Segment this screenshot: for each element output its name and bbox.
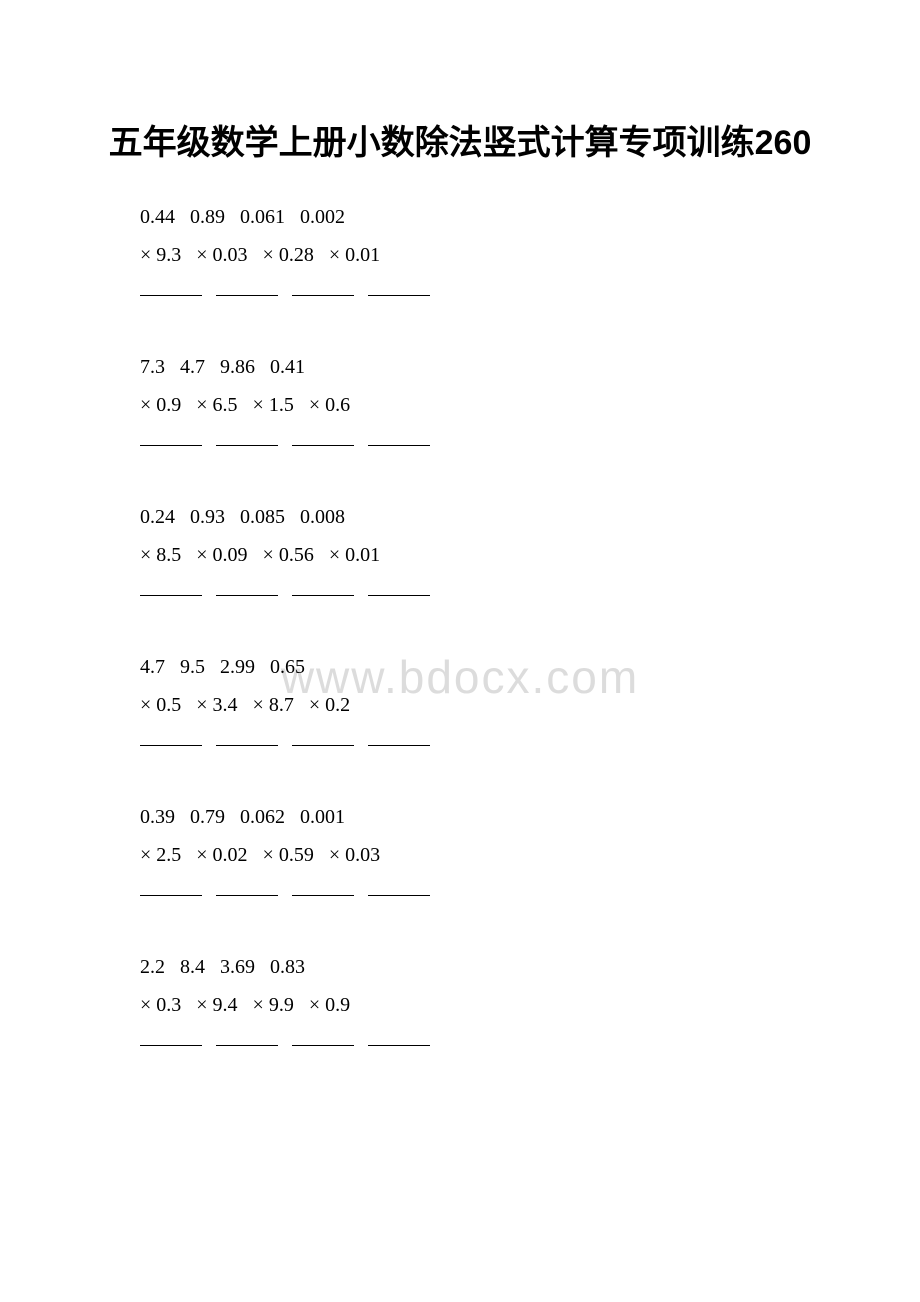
answer-blank: [368, 895, 430, 896]
answer-blank: [216, 895, 278, 896]
problem-group: 2.2 8.4 3.69 0.83 × 0.3 × 9.4 × 9.9 × 0.…: [140, 948, 830, 1062]
multiplier-row: × 0.9 × 6.5 × 1.5 × 0.6: [140, 386, 830, 424]
content-area: 0.44 0.89 0.061 0.002 × 9.3 × 0.03 × 0.2…: [90, 198, 830, 1062]
problem-group: 7.3 4.7 9.86 0.41 × 0.9 × 6.5 × 1.5 × 0.…: [140, 348, 830, 462]
operand-row: 0.44 0.89 0.061 0.002: [140, 198, 830, 236]
answer-blank: [368, 595, 430, 596]
answer-blank: [292, 745, 354, 746]
answer-blank: [292, 295, 354, 296]
answer-blanks-row: [140, 1024, 830, 1062]
answer-blank: [140, 595, 202, 596]
answer-blanks-row: [140, 724, 830, 762]
answer-blank: [292, 895, 354, 896]
answer-blank: [140, 295, 202, 296]
answer-blank: [292, 445, 354, 446]
operand-row: 7.3 4.7 9.86 0.41: [140, 348, 830, 386]
multiplier-row: × 8.5 × 0.09 × 0.56 × 0.01: [140, 536, 830, 574]
problem-group: 4.7 9.5 2.99 0.65 × 0.5 × 3.4 × 8.7 × 0.…: [140, 648, 830, 762]
answer-blank: [140, 445, 202, 446]
problem-group: 0.44 0.89 0.061 0.002 × 9.3 × 0.03 × 0.2…: [140, 198, 830, 312]
document-title: 五年级数学上册小数除法竖式计算专项训练260: [90, 120, 830, 168]
answer-blank: [368, 745, 430, 746]
answer-blank: [216, 295, 278, 296]
answer-blank: [292, 595, 354, 596]
answer-blank: [216, 595, 278, 596]
answer-blank: [368, 295, 430, 296]
problem-group: 0.24 0.93 0.085 0.008 × 8.5 × 0.09 × 0.5…: [140, 498, 830, 612]
answer-blank: [216, 1045, 278, 1046]
answer-blanks-row: [140, 424, 830, 462]
answer-blanks-row: [140, 874, 830, 912]
answer-blank: [140, 745, 202, 746]
answer-blank: [140, 1045, 202, 1046]
operand-row: 4.7 9.5 2.99 0.65: [140, 648, 830, 686]
operand-row: 0.24 0.93 0.085 0.008: [140, 498, 830, 536]
answer-blank: [216, 745, 278, 746]
multiplier-row: × 0.5 × 3.4 × 8.7 × 0.2: [140, 686, 830, 724]
answer-blanks-row: [140, 574, 830, 612]
problem-group: 0.39 0.79 0.062 0.001 × 2.5 × 0.02 × 0.5…: [140, 798, 830, 912]
answer-blank: [292, 1045, 354, 1046]
answer-blank: [140, 895, 202, 896]
multiplier-row: × 9.3 × 0.03 × 0.28 × 0.01: [140, 236, 830, 274]
operand-row: 2.2 8.4 3.69 0.83: [140, 948, 830, 986]
answer-blank: [368, 1045, 430, 1046]
multiplier-row: × 2.5 × 0.02 × 0.59 × 0.03: [140, 836, 830, 874]
answer-blank: [368, 445, 430, 446]
answer-blank: [216, 445, 278, 446]
multiplier-row: × 0.3 × 9.4 × 9.9 × 0.9: [140, 986, 830, 1024]
operand-row: 0.39 0.79 0.062 0.001: [140, 798, 830, 836]
answer-blanks-row: [140, 274, 830, 312]
